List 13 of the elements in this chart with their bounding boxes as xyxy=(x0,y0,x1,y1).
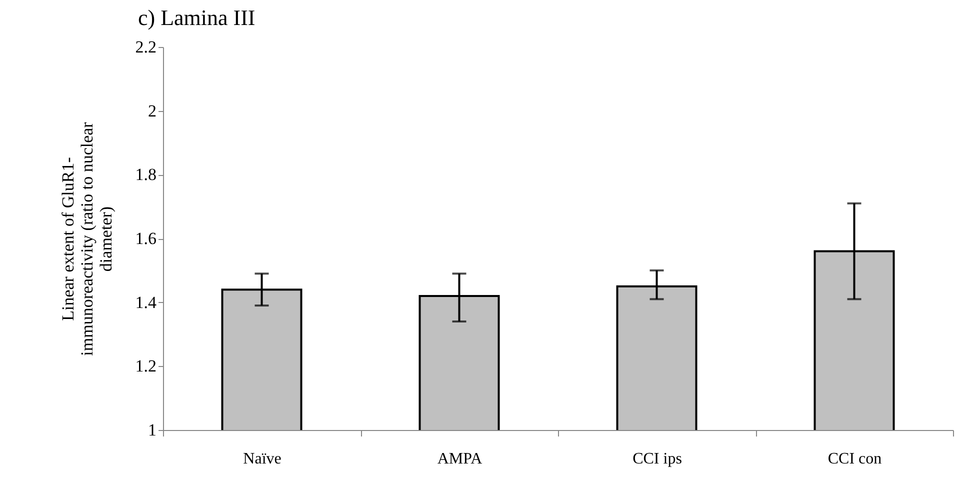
y-tick-label: 2 xyxy=(148,101,156,120)
y-axis-title: Linear extent of GluR1- immunoreactivity (ratio to nuclear diameter) xyxy=(58,122,116,356)
x-tick-label: AMPA xyxy=(437,450,483,468)
x-tick-label: Naïve xyxy=(243,450,282,468)
y-tick-label: 1.2 xyxy=(135,356,156,376)
y-tick-label: 1 xyxy=(148,420,156,440)
y-tick-label: 1.6 xyxy=(135,229,156,248)
chart-title: c) Lamina III xyxy=(138,5,256,30)
x-tick-label: CCI con xyxy=(828,450,882,468)
y-tick-label: 1.8 xyxy=(135,165,156,184)
x-tick-label: CCI ips xyxy=(632,450,682,468)
y-tick-label: 2.2 xyxy=(135,38,156,56)
y-tick-label: 1.4 xyxy=(135,292,157,312)
